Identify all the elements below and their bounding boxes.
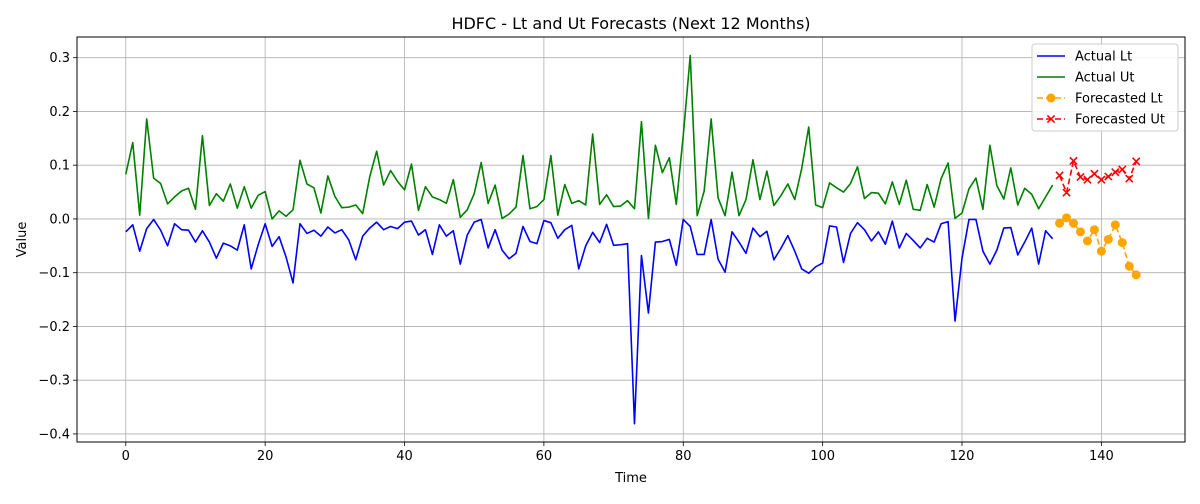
series-group — [124, 54, 1141, 425]
x-tick-label: 60 — [536, 449, 553, 464]
legend-item-actual-ut: Actual Ut — [1037, 71, 1134, 86]
forecasted-ut-point — [1083, 175, 1092, 184]
legend-label: Forecasted Ut — [1075, 113, 1165, 128]
y-tick-label: −0.4 — [38, 427, 70, 442]
x-tick-label: 20 — [257, 449, 274, 464]
y-tick-label: −0.3 — [38, 374, 70, 389]
forecasted-lt-point — [1089, 225, 1099, 235]
forecasted-lt-point — [1110, 220, 1120, 230]
x-tick-label: 40 — [396, 449, 413, 464]
legend: Actual Lt Actual Ut Forecasted Lt Forecaste… — [1031, 43, 1179, 132]
forecasted-ut-point — [1069, 156, 1078, 166]
y-tick-label: −0.1 — [38, 266, 70, 281]
forecasted-ut-point — [1062, 188, 1071, 197]
forecasted-ut-point — [1090, 169, 1099, 178]
forecasted-lt-point — [1117, 238, 1127, 248]
plot-frame — [76, 36, 1186, 443]
legend-marker-circle — [1046, 93, 1056, 103]
forecasted-lt-series — [1055, 213, 1141, 280]
forecasted-ut-point — [1097, 175, 1106, 184]
forecasted-lt-point — [1082, 236, 1092, 246]
forecasted-lt-point — [1096, 246, 1106, 256]
actual-lt-line — [125, 218, 1054, 425]
actual-ut-line — [124, 54, 1054, 220]
forecasted-ut-point — [1125, 174, 1134, 183]
legend-label: Actual Ut — [1075, 71, 1134, 86]
x-tick-label: 140 — [1089, 449, 1114, 464]
forecasted-lt-point — [1075, 227, 1085, 237]
legend-item-forecasted-lt: Forecasted Lt — [1037, 92, 1163, 107]
forecasted-lt-point — [1055, 218, 1065, 228]
x-tick-label: 80 — [675, 449, 692, 464]
forecasted-lt-point — [1103, 234, 1113, 244]
y-tick-label: −0.2 — [38, 320, 70, 335]
x-tick-label: 100 — [810, 449, 835, 464]
axis-ticks: 0 20 40 60 80 100 120 140 −0.4 −0.3 −0.2 −0.1 0.0 0.1… — [38, 51, 1113, 464]
legend-item-forecasted-ut: Forecasted Ut — [1037, 113, 1165, 128]
chart-title: HDFC - Lt and Ut Forecasts (Next 12 Mont… — [451, 14, 810, 33]
y-axis-title: Value — [15, 222, 30, 258]
forecasted-lt-point — [1131, 270, 1141, 280]
y-tick-label: 0.3 — [49, 51, 70, 66]
legend-item-actual-lt: Actual Lt — [1037, 50, 1132, 65]
legend-label: Actual Lt — [1075, 50, 1132, 65]
forecasted-ut-point — [1104, 172, 1113, 181]
forecasted-ut-series — [1055, 156, 1141, 197]
x-tick-label: 120 — [950, 449, 975, 464]
forecasted-lt-point — [1069, 218, 1079, 228]
legend-marker-x — [1046, 114, 1056, 124]
legend-box — [1031, 43, 1179, 132]
forecasted-ut-point — [1118, 165, 1127, 174]
forecasted-ut-point — [1076, 172, 1085, 182]
y-tick-label: 0.2 — [49, 105, 70, 120]
x-tick-label: 0 — [122, 449, 130, 464]
x-axis-title: Time — [614, 471, 647, 486]
forecasted-ut-point — [1132, 157, 1141, 166]
actual-lt-series — [125, 218, 1054, 425]
y-tick-label: 0.0 — [49, 212, 70, 227]
legend-label: Forecasted Lt — [1075, 92, 1163, 107]
forecasted-ut-point — [1055, 171, 1064, 180]
actual-ut-series — [124, 54, 1054, 220]
forecasted-lt-point — [1062, 213, 1072, 223]
forecasted-ut-point — [1111, 168, 1120, 177]
forecasted-lt-point — [1124, 261, 1134, 271]
y-tick-label: 0.1 — [49, 159, 70, 174]
